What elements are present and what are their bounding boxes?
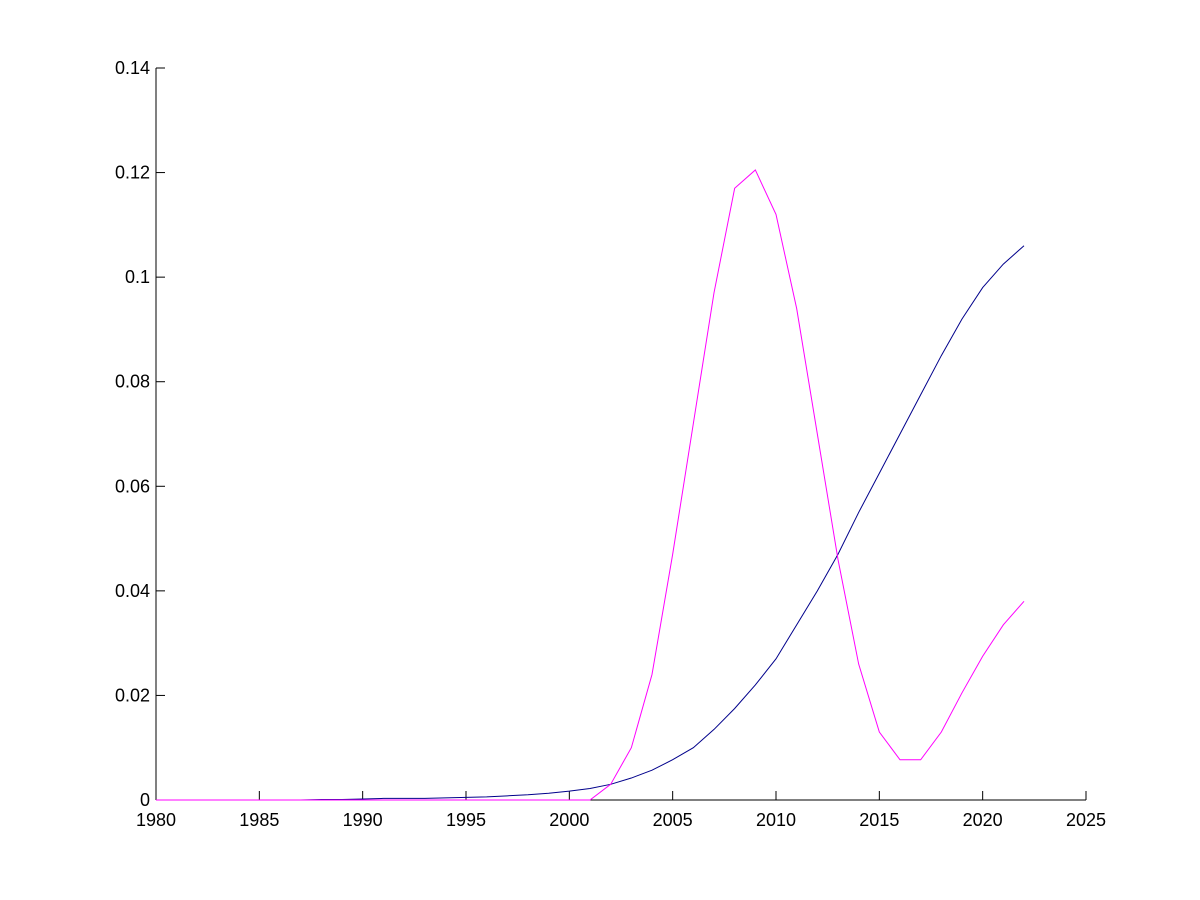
x-tick-label: 2015	[859, 810, 899, 830]
x-tick-label: 2005	[653, 810, 693, 830]
x-tick-label: 1980	[136, 810, 176, 830]
y-tick-label: 0.08	[115, 372, 150, 392]
x-tick-label: 1995	[446, 810, 486, 830]
x-tick-label: 2010	[756, 810, 796, 830]
y-tick-label: 0	[140, 790, 150, 810]
x-tick-label: 1985	[239, 810, 279, 830]
y-tick-label: 0.06	[115, 476, 150, 496]
x-tick-label: 2000	[549, 810, 589, 830]
y-tick-label: 0.12	[115, 163, 150, 183]
y-tick-label: 0.04	[115, 581, 150, 601]
y-tick-label: 0.1	[125, 267, 150, 287]
line	[156, 169, 1025, 801]
line	[156, 245, 1025, 801]
x-tick-label: 2020	[963, 810, 1003, 830]
x-tick-label: 1990	[343, 810, 383, 830]
x-tick-label: 2025	[1066, 810, 1106, 830]
y-tick-label: 0.14	[115, 58, 150, 78]
y-tick-label: 0.02	[115, 685, 150, 705]
